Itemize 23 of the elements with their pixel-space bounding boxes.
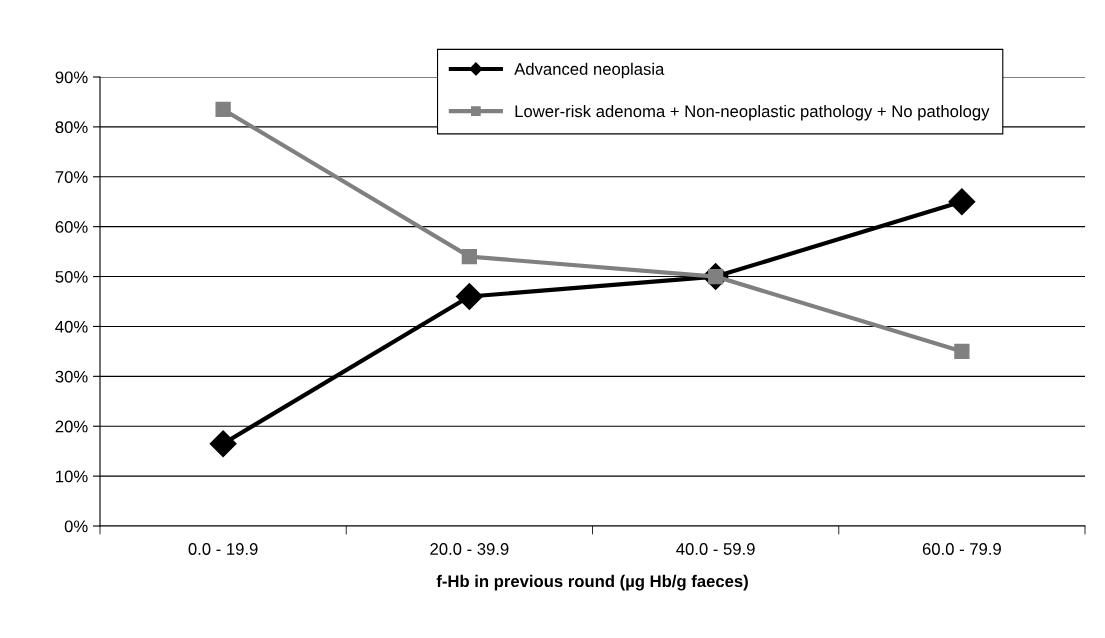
- point: [455, 283, 483, 310]
- legend-label: Lower-risk adenoma + Non-neoplastic pathology + No pathology: [515, 104, 990, 121]
- x-tick-label: 40.0 - 59.9: [676, 543, 755, 555]
- y-tick-label: 40%: [55, 320, 88, 333]
- x-axis-title: f-Hb in previous round (µg Hb/g faeces): [436, 574, 748, 591]
- y-tick-label: 70%: [55, 171, 88, 183]
- x-tick-label: 0.0 - 19.9: [188, 543, 258, 555]
- y-tick-label: 60%: [55, 221, 88, 233]
- y-tick-label: 90%: [55, 71, 88, 84]
- point: [215, 101, 231, 118]
- point: [461, 248, 478, 265]
- y-tick-label: 0%: [64, 520, 88, 533]
- y-tick-label: 20%: [55, 420, 88, 433]
- x-tick-label: 20.0 - 39.9: [430, 543, 509, 555]
- legend-label: Advanced neoplasia: [514, 62, 665, 79]
- point: [948, 188, 976, 216]
- y-tick-label: 80%: [55, 121, 88, 134]
- point: [209, 430, 237, 458]
- point: [954, 343, 970, 360]
- x-tick-label: 60.0 - 79.9: [922, 543, 1001, 555]
- y-tick-label: 50%: [55, 270, 88, 283]
- y-tick-label: 30%: [55, 370, 88, 383]
- y-tick-label: 10%: [56, 470, 88, 483]
